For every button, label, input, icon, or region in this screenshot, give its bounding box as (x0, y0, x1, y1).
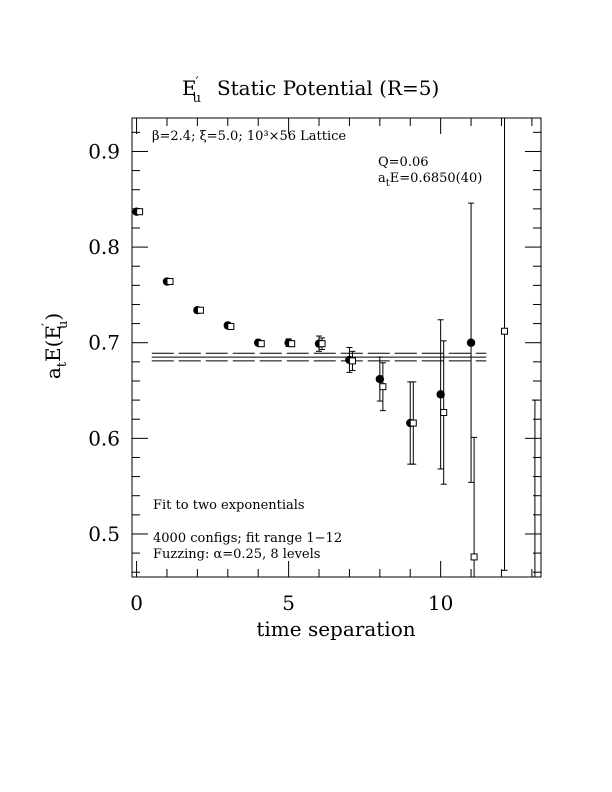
y-axis-label: atE(E′u) (40, 313, 71, 379)
data-point-square (379, 383, 387, 391)
fuzzing-annotation: Fuzzing: α=0.25, 8 levels (153, 547, 320, 562)
fit-band (151, 352, 487, 362)
axis-tick-labels: 0 5 10 0.5 0.6 0.7 0.8 0.9 (88, 139, 453, 615)
x-axis-label: time separation (256, 617, 415, 641)
y-tick-label: 0.7 (88, 331, 120, 355)
data-point-square (227, 322, 235, 330)
axis-ticks (132, 118, 541, 577)
x-tick-label: 5 (282, 591, 295, 615)
configs-annotation: 4000 configs; fit range 1−12 (153, 531, 342, 546)
data-point-square (318, 340, 326, 348)
data-point-circle (375, 374, 385, 384)
data-point-square (501, 327, 509, 335)
data-point-circle (436, 390, 445, 399)
plot-frame (131, 117, 542, 578)
data-point-square (196, 306, 204, 314)
x-tick-label: 0 (130, 591, 143, 615)
lattice-annotation: β=2.4; ξ=5.0; 10³×56 Lattice (152, 129, 346, 144)
data-point-square (440, 409, 448, 417)
chart-title: E′ u Static Potential (R=5) (182, 75, 439, 106)
energy-annotation: atE=0.6850(40) (378, 171, 482, 189)
data-point-square (136, 208, 144, 216)
data-point-square (166, 278, 174, 286)
data-point-square (257, 340, 265, 348)
y-tick-label: 0.5 (88, 522, 120, 546)
y-tick-label: 0.8 (88, 235, 120, 259)
data-point-square (288, 340, 296, 348)
data-point-square (348, 357, 356, 365)
data-series (132, 118, 538, 577)
q-annotation: Q=0.06 (378, 155, 429, 170)
data-point-square (470, 553, 478, 561)
fit-annotation: Fit to two exponentials (153, 498, 305, 513)
data-point-circle (466, 338, 476, 347)
data-point-square (409, 419, 417, 427)
x-tick-label: 10 (428, 591, 453, 615)
y-tick-label: 0.6 (88, 426, 120, 450)
y-tick-label: 0.9 (88, 139, 120, 163)
